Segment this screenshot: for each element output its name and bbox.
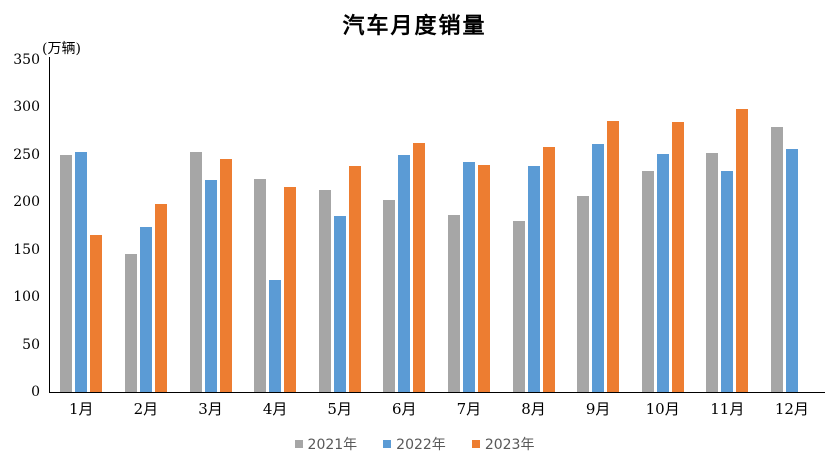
bar-2022年-6月 xyxy=(398,154,411,392)
legend-item-2021年: 2021年 xyxy=(294,434,358,454)
bar-2021年-10月 xyxy=(641,170,654,392)
legend: 2021年 2022年 2023年 xyxy=(0,434,829,454)
bar-2023年-3月 xyxy=(219,158,232,392)
y-tick-label: 150 xyxy=(13,241,40,258)
bar-2023年-9月 xyxy=(607,120,620,392)
x-tick-label: 9月 xyxy=(585,400,611,418)
bar-2021年-6月 xyxy=(383,200,396,392)
bar-2021年-11月 xyxy=(706,152,719,392)
x-tick-label: 3月 xyxy=(198,400,223,418)
legend-label: 2022年 xyxy=(396,437,446,453)
y-tick-label: 250 xyxy=(13,146,40,163)
y-tick-label: 200 xyxy=(13,194,40,211)
y-tick-label: 50 xyxy=(22,336,40,353)
legend-label: 2021年 xyxy=(307,437,358,453)
y-tick-label: 0 xyxy=(31,384,40,400)
x-axis-line xyxy=(49,392,825,393)
legend-swatch xyxy=(294,440,303,448)
bar-2022年-11月 xyxy=(721,170,734,392)
bar-2022年-3月 xyxy=(204,180,217,392)
x-tick-label: 2月 xyxy=(133,400,159,418)
legend-label: 2023年 xyxy=(484,437,535,453)
y-tick-label: 300 xyxy=(13,99,40,116)
bar-2022年-8月 xyxy=(527,166,540,392)
x-tick-label: 11月 xyxy=(710,400,745,418)
bar-2023年-6月 xyxy=(413,143,426,392)
bar-2021年-3月 xyxy=(189,152,202,392)
x-tick-label: 4月 xyxy=(262,400,288,418)
bar-2023年-11月 xyxy=(736,109,749,392)
y-axis-unit-label: (万辆) xyxy=(42,41,81,57)
bar-2023年-1月 xyxy=(90,235,103,392)
bar-2023年-7月 xyxy=(477,165,490,392)
bar-2023年-2月 xyxy=(154,204,167,392)
x-tick-label: 1月 xyxy=(69,400,94,418)
bar-2023年-10月 xyxy=(671,121,684,392)
bar-2022年-7月 xyxy=(462,162,475,392)
bar-2022年-2月 xyxy=(139,226,152,392)
x-tick-label: 7月 xyxy=(456,400,482,418)
x-tick-label: 6月 xyxy=(392,400,417,418)
bar-2022年-10月 xyxy=(656,153,669,392)
y-tick-label: 350 xyxy=(13,52,40,68)
bar-2021年-7月 xyxy=(447,214,460,392)
bar-2021年-1月 xyxy=(60,154,73,392)
legend-swatch xyxy=(471,440,480,448)
bar-2021年-8月 xyxy=(512,221,525,392)
bar-2022年-5月 xyxy=(333,215,346,392)
x-tick-label: 8月 xyxy=(521,400,546,418)
bar-2022年-9月 xyxy=(592,144,605,392)
bar-2021年-5月 xyxy=(318,189,331,392)
bar-2023年-4月 xyxy=(284,187,297,392)
bar-2021年-4月 xyxy=(254,178,267,392)
legend-swatch xyxy=(383,440,392,448)
bar-2022年-4月 xyxy=(269,280,282,392)
y-axis-line xyxy=(49,57,50,393)
legend-item-2022年: 2022年 xyxy=(383,434,446,454)
bar-2021年-2月 xyxy=(124,253,137,392)
x-tick-label: 10月 xyxy=(645,400,680,418)
x-tick-label: 12月 xyxy=(774,400,809,418)
bar-2021年-12月 xyxy=(770,127,783,392)
legend-item-2023年: 2023年 xyxy=(471,434,535,454)
chart-title: 汽车月度销量 xyxy=(342,13,487,39)
bar-2023年-8月 xyxy=(542,147,555,392)
bar-2022年-1月 xyxy=(75,152,88,392)
bar-2022年-12月 xyxy=(785,149,798,392)
bar-2023年-5月 xyxy=(348,166,361,392)
y-tick-label: 100 xyxy=(13,289,40,306)
x-tick-label: 5月 xyxy=(327,400,352,418)
bar-2021年-9月 xyxy=(577,195,590,392)
